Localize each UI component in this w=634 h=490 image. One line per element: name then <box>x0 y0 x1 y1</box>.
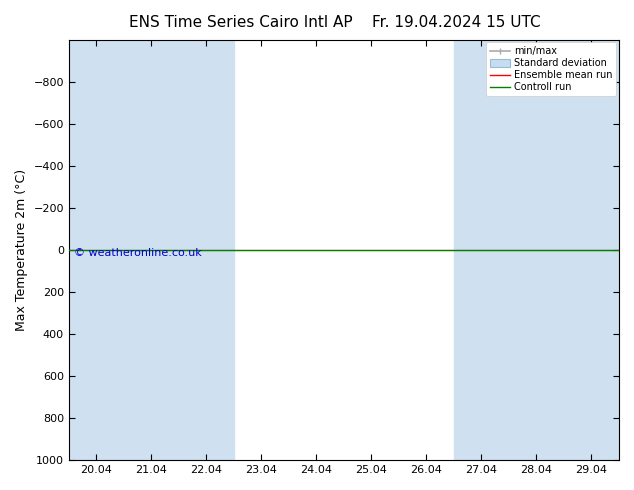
Bar <box>69 40 124 460</box>
Text: ENS Time Series Cairo Intl AP: ENS Time Series Cairo Intl AP <box>129 15 353 30</box>
Y-axis label: Max Temperature 2m (°C): Max Temperature 2m (°C) <box>15 169 28 331</box>
Bar <box>124 40 234 460</box>
Legend: min/max, Standard deviation, Ensemble mean run, Controll run: min/max, Standard deviation, Ensemble me… <box>486 43 616 96</box>
Bar <box>564 40 619 460</box>
Bar <box>454 40 564 460</box>
Text: Fr. 19.04.2024 15 UTC: Fr. 19.04.2024 15 UTC <box>372 15 541 30</box>
Text: © weatheronline.co.uk: © weatheronline.co.uk <box>74 248 202 258</box>
